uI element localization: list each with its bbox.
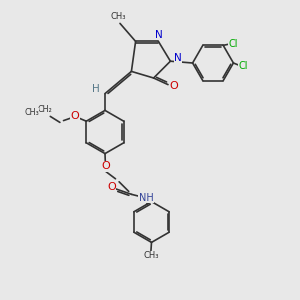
Text: CH₃: CH₃ [143,251,159,260]
Text: H: H [92,84,99,94]
Text: O: O [101,161,110,171]
Text: NH: NH [139,193,154,203]
Text: CH₃: CH₃ [111,12,126,21]
Text: O: O [107,182,116,192]
Text: Cl: Cl [238,61,248,71]
Text: O: O [169,81,178,91]
Text: CH₂: CH₂ [38,105,52,114]
Text: O: O [70,111,79,121]
Text: N: N [174,53,182,63]
Text: N: N [155,30,163,40]
Text: CH₃: CH₃ [24,108,39,117]
Text: Cl: Cl [228,39,238,49]
